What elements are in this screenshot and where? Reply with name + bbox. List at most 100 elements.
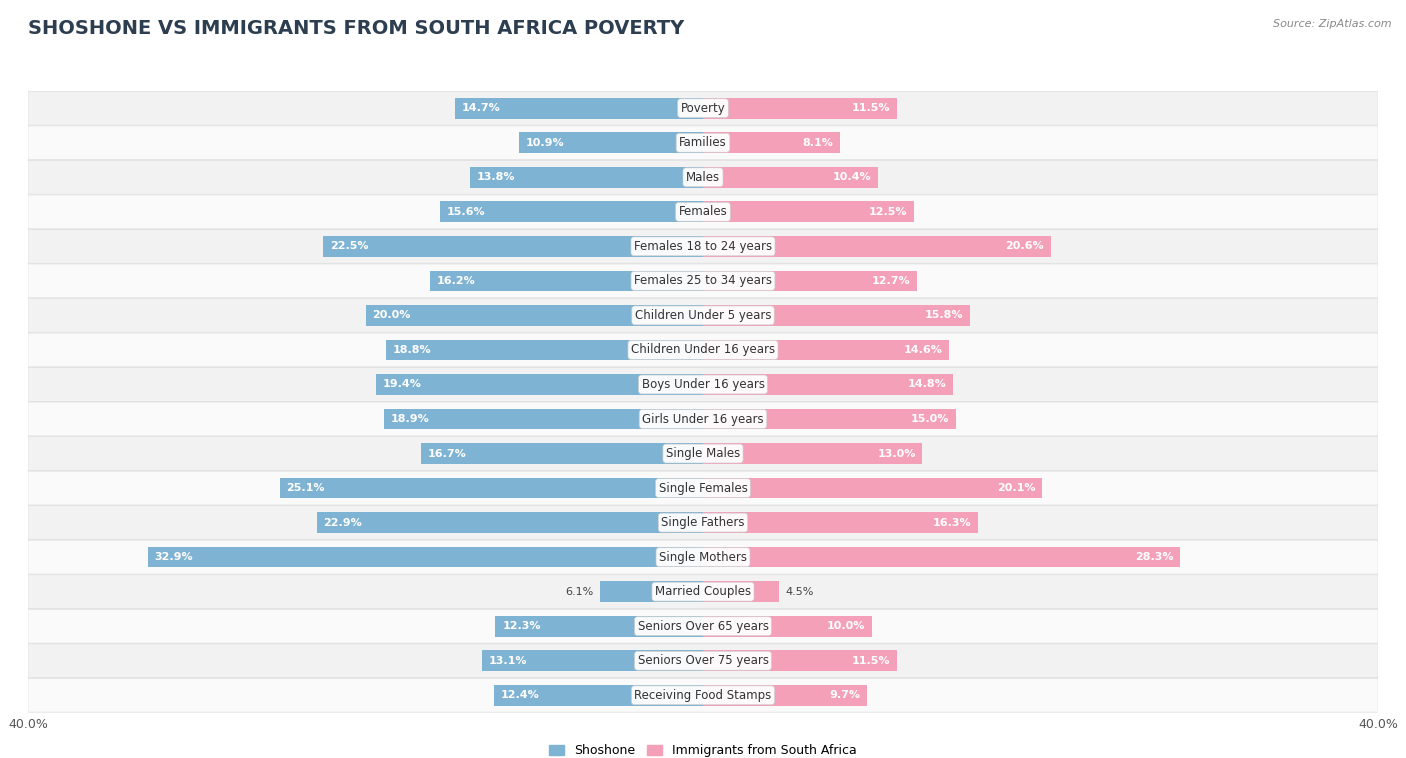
Text: 32.9%: 32.9% [155, 552, 193, 562]
FancyBboxPatch shape [28, 91, 1378, 125]
Text: SHOSHONE VS IMMIGRANTS FROM SOUTH AFRICA POVERTY: SHOSHONE VS IMMIGRANTS FROM SOUTH AFRICA… [28, 19, 685, 38]
Text: 19.4%: 19.4% [382, 380, 422, 390]
Bar [703, 133, 839, 153]
Text: 15.8%: 15.8% [924, 311, 963, 321]
FancyBboxPatch shape [28, 437, 1378, 471]
FancyBboxPatch shape [28, 264, 1378, 298]
Text: 8.1%: 8.1% [801, 138, 832, 148]
FancyBboxPatch shape [28, 644, 1378, 678]
Bar [703, 650, 897, 671]
FancyBboxPatch shape [28, 299, 1378, 332]
Text: 16.3%: 16.3% [932, 518, 972, 528]
FancyBboxPatch shape [28, 575, 1378, 609]
Bar [703, 340, 949, 360]
FancyBboxPatch shape [28, 333, 1378, 367]
Text: Children Under 16 years: Children Under 16 years [631, 343, 775, 356]
Bar [703, 547, 1181, 568]
Text: Males: Males [686, 171, 720, 183]
Text: 15.0%: 15.0% [911, 414, 949, 424]
Text: 11.5%: 11.5% [852, 656, 890, 666]
Text: 10.4%: 10.4% [834, 172, 872, 182]
Bar [148, 547, 703, 568]
Bar [385, 340, 703, 360]
Bar [703, 685, 866, 706]
Bar [703, 615, 872, 637]
Text: 15.6%: 15.6% [447, 207, 485, 217]
FancyBboxPatch shape [28, 195, 1378, 229]
Bar [470, 167, 703, 188]
Bar [703, 98, 897, 118]
FancyBboxPatch shape [28, 161, 1378, 194]
Text: 12.3%: 12.3% [502, 622, 541, 631]
Text: 18.8%: 18.8% [392, 345, 432, 355]
Bar [366, 305, 703, 326]
Text: Single Males: Single Males [666, 447, 740, 460]
Text: 18.9%: 18.9% [391, 414, 430, 424]
Bar [703, 202, 914, 222]
Bar [384, 409, 703, 429]
Text: 10.0%: 10.0% [827, 622, 865, 631]
Text: 4.5%: 4.5% [786, 587, 814, 597]
Text: Boys Under 16 years: Boys Under 16 years [641, 378, 765, 391]
Bar [703, 443, 922, 464]
Text: 13.0%: 13.0% [877, 449, 915, 459]
Text: Single Females: Single Females [658, 481, 748, 494]
Bar [703, 478, 1042, 499]
Text: Females: Females [679, 205, 727, 218]
Text: 10.9%: 10.9% [526, 138, 564, 148]
Text: Poverty: Poverty [681, 102, 725, 114]
Bar [703, 167, 879, 188]
FancyBboxPatch shape [28, 540, 1378, 574]
Bar [422, 443, 703, 464]
Text: Single Fathers: Single Fathers [661, 516, 745, 529]
Text: Females 25 to 34 years: Females 25 to 34 years [634, 274, 772, 287]
Bar [519, 133, 703, 153]
Text: 20.1%: 20.1% [997, 483, 1035, 493]
Bar [703, 512, 979, 533]
Bar [703, 409, 956, 429]
Text: 12.5%: 12.5% [869, 207, 907, 217]
Text: Single Mothers: Single Mothers [659, 550, 747, 564]
Bar [703, 305, 970, 326]
Bar [703, 581, 779, 602]
Text: 13.1%: 13.1% [489, 656, 527, 666]
Text: 25.1%: 25.1% [287, 483, 325, 493]
Text: 20.0%: 20.0% [373, 311, 411, 321]
Bar [703, 271, 917, 291]
Text: 12.7%: 12.7% [872, 276, 911, 286]
Text: 28.3%: 28.3% [1135, 552, 1174, 562]
Text: 14.7%: 14.7% [461, 103, 501, 113]
Text: 16.2%: 16.2% [436, 276, 475, 286]
FancyBboxPatch shape [28, 471, 1378, 505]
Text: Married Couples: Married Couples [655, 585, 751, 598]
Bar [440, 202, 703, 222]
Text: 6.1%: 6.1% [565, 587, 593, 597]
Text: 12.4%: 12.4% [501, 691, 540, 700]
Bar [375, 374, 703, 395]
FancyBboxPatch shape [28, 230, 1378, 263]
Bar [703, 236, 1050, 257]
Text: 16.7%: 16.7% [427, 449, 467, 459]
Text: 9.7%: 9.7% [830, 691, 860, 700]
Text: Seniors Over 75 years: Seniors Over 75 years [637, 654, 769, 667]
Text: 22.9%: 22.9% [323, 518, 363, 528]
FancyBboxPatch shape [28, 402, 1378, 436]
Text: 20.6%: 20.6% [1005, 241, 1043, 252]
FancyBboxPatch shape [28, 126, 1378, 160]
Bar [482, 650, 703, 671]
Bar [494, 685, 703, 706]
Bar [600, 581, 703, 602]
Text: 11.5%: 11.5% [852, 103, 890, 113]
Bar [316, 512, 703, 533]
Bar [456, 98, 703, 118]
Text: Receiving Food Stamps: Receiving Food Stamps [634, 689, 772, 702]
Text: Females 18 to 24 years: Females 18 to 24 years [634, 240, 772, 253]
FancyBboxPatch shape [28, 506, 1378, 540]
Legend: Shoshone, Immigrants from South Africa: Shoshone, Immigrants from South Africa [544, 739, 862, 758]
Text: Children Under 5 years: Children Under 5 years [634, 309, 772, 322]
Bar [703, 374, 953, 395]
Text: Source: ZipAtlas.com: Source: ZipAtlas.com [1274, 19, 1392, 29]
Text: Girls Under 16 years: Girls Under 16 years [643, 412, 763, 425]
FancyBboxPatch shape [28, 368, 1378, 402]
FancyBboxPatch shape [28, 609, 1378, 643]
